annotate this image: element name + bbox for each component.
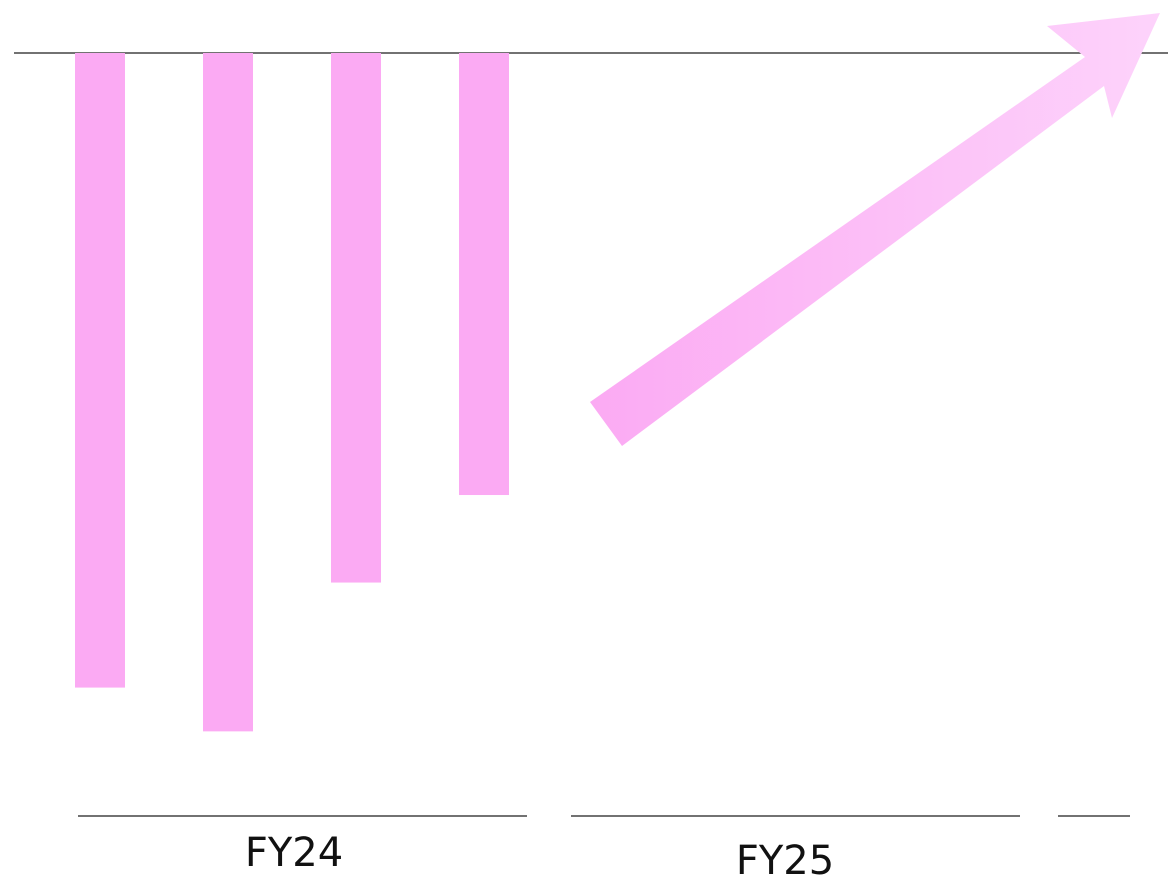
bar-4	[459, 53, 509, 496]
bars-group	[75, 53, 509, 732]
trend-arrow-icon	[590, 13, 1160, 446]
group-label-fy24: FY24	[245, 830, 343, 876]
bar-1	[75, 53, 125, 688]
bar-2	[203, 53, 253, 732]
group-label-fy25: FY25	[736, 838, 834, 877]
bar-3	[331, 53, 381, 583]
